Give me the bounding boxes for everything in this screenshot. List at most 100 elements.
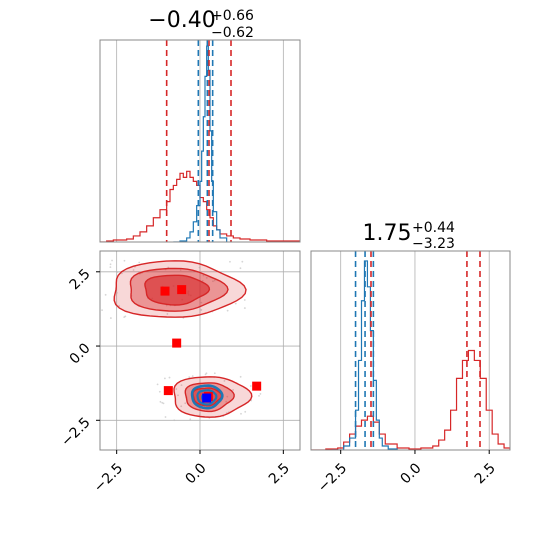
scatter-sample-point (223, 379, 226, 382)
p2-grid (340, 251, 490, 450)
p1-histogram-panel: −0.40 +0.66 −0.62 (99, 8, 301, 243)
p2-hist-series-blue (331, 260, 398, 450)
p2-title-minus: −3.23 (412, 236, 455, 252)
p2-histogram-panel: 1.75 +0.44 −3.23 −2.5 0.0 2.5 (310, 220, 511, 496)
red-square-marker (163, 386, 173, 396)
red-square-marker (160, 286, 170, 296)
p2-title-main: 1.75 (363, 221, 412, 246)
scatter-markers-group (160, 285, 262, 403)
scatter-sample-point (226, 395, 229, 398)
scatter-sample-point (173, 419, 176, 422)
scatter-sample-point (132, 269, 135, 271)
scatter-x-tick-label: −2.5 (91, 460, 126, 495)
p1-title-plus: +0.66 (211, 8, 254, 24)
p2-x-tick-label: −2.5 (315, 460, 350, 495)
scatter-sample-point (161, 401, 164, 404)
scatter-sample-point (180, 405, 183, 408)
scatter-y-ticks: 2.5 0.0 −2.5 (58, 266, 100, 450)
p2-x-ticks: −2.5 0.0 2.5 (315, 450, 499, 496)
scatter-sample-point (239, 375, 242, 378)
scatter-sample-point (177, 394, 179, 397)
scatter-sample-point (166, 313, 169, 315)
scatter-sample-point (158, 390, 161, 393)
scatter-sample-point (184, 402, 187, 405)
scatter-sample-point (104, 293, 107, 296)
scatter-sample-point (213, 372, 216, 375)
scatter-sample-point (239, 267, 242, 270)
scatter-sample-point (249, 385, 252, 387)
scatter-y-tick-label: 0.0 (67, 340, 94, 367)
scatter-sample-point (241, 260, 244, 263)
scatter-sample-point (200, 301, 203, 304)
scatter-sample-point (225, 400, 228, 403)
scatter-sample-point (164, 416, 167, 418)
scatter-sample-point (111, 259, 113, 262)
scatter-grid (100, 251, 300, 450)
p1-series-group (100, 45, 300, 242)
scatter-sample-point (205, 276, 208, 279)
scatter-sample-point (189, 418, 192, 421)
scatter-sample-point (244, 410, 247, 413)
scatter-sample-point (180, 384, 183, 387)
p1-hist-series-red (100, 170, 300, 242)
red-contour-level-3 (144, 274, 211, 306)
scatter-sample-point (205, 372, 208, 375)
scatter-2d-panel: 2.5 0.0 −2.5 −2.5 0.0 2.5 (58, 250, 301, 496)
scatter-sample-point (188, 376, 191, 379)
blue-square-marker (202, 393, 212, 403)
scatter-sample-point (200, 309, 203, 311)
scatter-sample-point (243, 307, 246, 309)
scatter-sample-point (191, 375, 194, 377)
red-square-marker (252, 381, 262, 391)
scatter-sample-point (156, 383, 159, 386)
scatter-sample-point (120, 272, 123, 275)
p1-title: −0.40 (148, 8, 215, 33)
scatter-contours-group (113, 260, 253, 418)
scatter-sample-point (115, 292, 118, 294)
red-square-marker (172, 338, 182, 348)
scatter-sample-point (234, 302, 237, 305)
scatter-sample-point (101, 309, 103, 312)
scatter-sample-point (243, 299, 246, 301)
scatter-sample-point (229, 260, 231, 263)
scatter-sample-point (116, 271, 119, 274)
scatter-sample-point (212, 280, 214, 283)
blue-contour-1 (190, 384, 224, 410)
scatter-x-tick-label: 2.5 (266, 460, 293, 487)
scatter-sample-point (118, 305, 121, 307)
scatter-x-ticks: −2.5 0.0 2.5 (91, 450, 293, 496)
scatter-x-tick-label: 0.0 (183, 460, 210, 487)
scatter-sample-point (213, 279, 216, 282)
scatter-sample-point (179, 269, 182, 271)
p2-x-tick-label: 0.0 (398, 460, 425, 487)
scatter-sample-point (258, 394, 260, 397)
p1-title-minus: −0.62 (211, 25, 254, 41)
red-square-marker (177, 285, 187, 295)
p1-hist-series-blue (173, 45, 228, 242)
scatter-sample-point (226, 309, 229, 312)
scatter-sample-point (123, 316, 126, 318)
scatter-sample-point (202, 274, 205, 277)
scatter-sample-point (159, 400, 162, 403)
p1-title-main: −0.40 (148, 8, 215, 33)
p1-axes-frame (99, 39, 301, 243)
scatter-y-tick-label: 2.5 (67, 266, 94, 293)
scatter-sample-point (109, 263, 112, 266)
scatter-sample-point (138, 261, 141, 264)
p1-grid (116, 40, 284, 242)
scatter-sample-point (198, 266, 201, 269)
p2-vlines-group (354, 251, 481, 450)
p1-vlines-group (165, 40, 232, 242)
p2-title: 1.75 (363, 221, 412, 246)
scatter-sample-point (109, 317, 112, 319)
scatter-sample-point (168, 376, 171, 379)
scatter-y-tick-label: −2.5 (58, 415, 93, 450)
blue-contour-2 (196, 389, 218, 406)
scatter-sample-point (232, 389, 235, 391)
p2-axes-frame (310, 250, 511, 451)
scatter-sample-point (175, 388, 178, 390)
scatter-sample-point (123, 259, 126, 262)
scatter-sample-point (240, 412, 242, 415)
